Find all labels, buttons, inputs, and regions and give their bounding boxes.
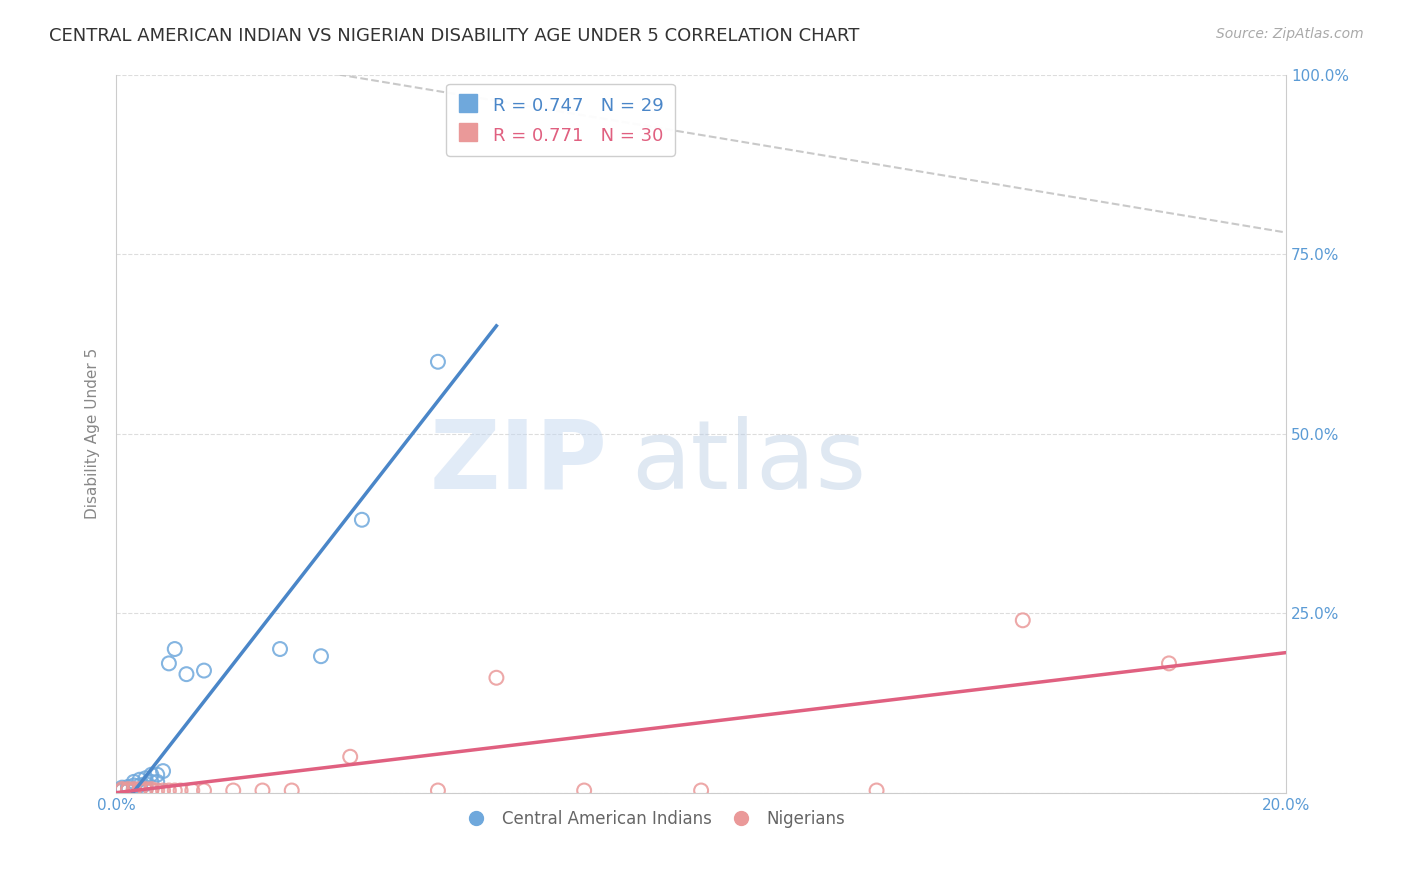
Point — [1011, 613, 1033, 627]
Point — [111, 783, 134, 797]
Point — [426, 783, 449, 797]
Point — [122, 783, 145, 797]
Y-axis label: Disability Age Under 5: Disability Age Under 5 — [86, 348, 100, 519]
Point — [141, 767, 163, 781]
Point — [280, 783, 302, 797]
Point — [169, 783, 191, 797]
Point — [122, 779, 145, 793]
Point — [152, 764, 174, 778]
Point — [117, 780, 139, 794]
Text: Source: ZipAtlas.com: Source: ZipAtlas.com — [1216, 27, 1364, 41]
Point — [111, 782, 134, 797]
Point — [865, 783, 887, 797]
Point — [111, 780, 134, 795]
Point — [134, 772, 156, 786]
Text: atlas: atlas — [631, 416, 866, 508]
Point — [572, 783, 595, 797]
Point — [134, 777, 156, 791]
Text: CENTRAL AMERICAN INDIAN VS NIGERIAN DISABILITY AGE UNDER 5 CORRELATION CHART: CENTRAL AMERICAN INDIAN VS NIGERIAN DISA… — [49, 27, 859, 45]
Point — [141, 782, 163, 797]
Point — [163, 642, 186, 657]
Point — [485, 671, 508, 685]
Text: ZIP: ZIP — [430, 416, 607, 508]
Point — [222, 783, 245, 797]
Point — [134, 782, 156, 797]
Point — [309, 649, 332, 664]
Point — [117, 783, 139, 797]
Point — [111, 782, 134, 797]
Point — [117, 783, 139, 797]
Point — [122, 782, 145, 797]
Point — [122, 782, 145, 797]
Point — [141, 783, 163, 797]
Point — [426, 355, 449, 369]
Point — [117, 782, 139, 797]
Point — [146, 775, 169, 789]
Point — [128, 782, 150, 797]
Point — [141, 775, 163, 789]
Point — [176, 667, 198, 681]
Point — [163, 783, 186, 797]
Point — [690, 783, 713, 797]
Point — [193, 664, 215, 678]
Point — [111, 783, 134, 797]
Point — [128, 772, 150, 787]
Point — [339, 749, 361, 764]
Point — [157, 657, 180, 671]
Point — [122, 775, 145, 789]
Point — [181, 783, 204, 797]
Point — [134, 782, 156, 797]
Point — [117, 782, 139, 797]
Point — [128, 783, 150, 797]
Point — [128, 779, 150, 793]
Point — [252, 783, 274, 797]
Point — [350, 513, 373, 527]
Point — [193, 783, 215, 797]
Point — [146, 767, 169, 781]
Point — [269, 642, 291, 657]
Point — [128, 782, 150, 797]
Point — [134, 783, 156, 797]
Point — [146, 783, 169, 797]
Point — [122, 783, 145, 797]
Legend: Central American Indians, Nigerians: Central American Indians, Nigerians — [457, 804, 852, 835]
Point — [152, 783, 174, 797]
Point — [1157, 657, 1180, 671]
Point — [157, 783, 180, 797]
